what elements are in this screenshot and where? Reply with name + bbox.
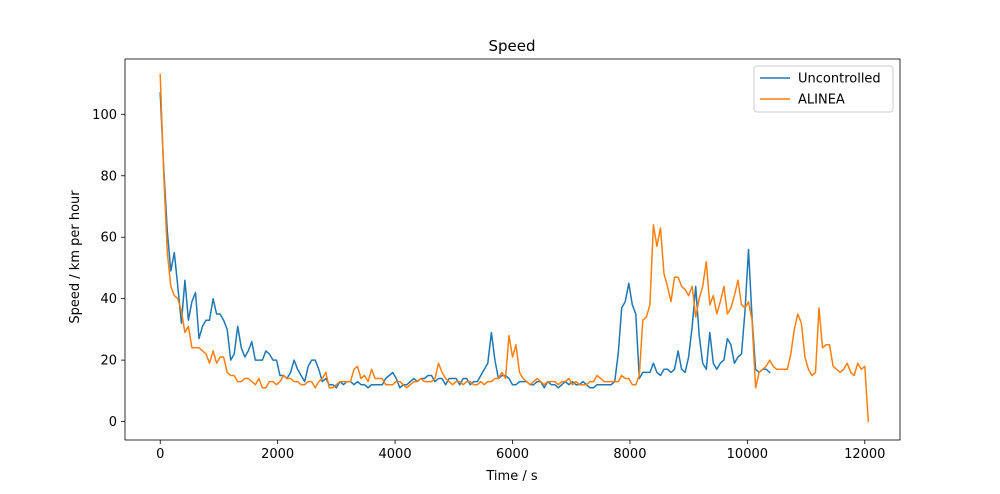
y-tick-label: 20 — [100, 354, 117, 369]
x-tick-label: 8000 — [613, 447, 646, 462]
y-axis-label: Speed / km per hour — [68, 190, 83, 324]
x-tick-label: 12000 — [844, 447, 885, 462]
x-tick-label: 10000 — [727, 447, 768, 462]
y-tick-label: 60 — [100, 231, 117, 246]
legend: Uncontrolled ALINEA — [753, 65, 894, 113]
x-tick-label: 0 — [156, 447, 164, 462]
chart-title: Speed — [488, 37, 535, 55]
series-line-alinea — [159, 73, 870, 423]
y-tick-label: 80 — [100, 169, 117, 184]
y-tick-label: 40 — [100, 292, 117, 307]
axes: 0 2000 4000 6000 8000 10000 12000 0 20 40 60 80 100 — [92, 58, 901, 462]
x-tick-label: 6000 — [496, 447, 529, 462]
series-line-uncontrolled — [159, 92, 771, 389]
legend-label-alinea: ALINEA — [798, 93, 845, 108]
x-axis-label: Time / s — [485, 469, 537, 484]
x-tick-label: 2000 — [261, 447, 294, 462]
y-tick-label: 0 — [109, 415, 117, 430]
series-lines — [159, 73, 870, 423]
y-tick-label: 100 — [92, 108, 117, 123]
x-tick-label: 4000 — [379, 447, 412, 462]
legend-label-uncontrolled: Uncontrolled — [798, 72, 881, 87]
